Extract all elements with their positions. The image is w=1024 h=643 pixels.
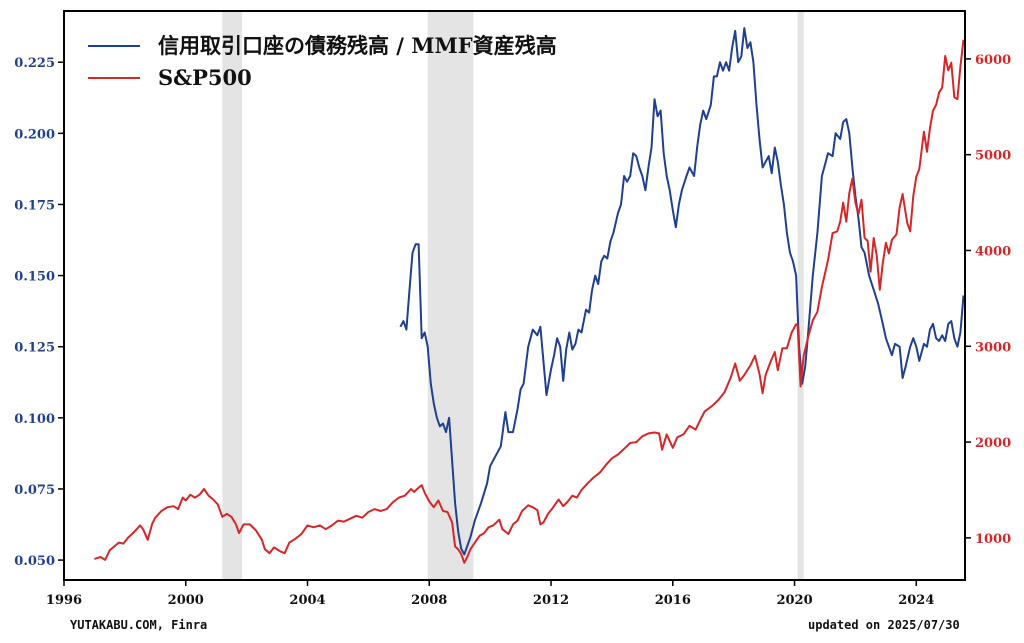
recession-band — [797, 11, 804, 580]
x-tick-label: 1996 — [46, 593, 82, 608]
left-tick-label: 0.200 — [14, 127, 55, 142]
right-tick-label: 4000 — [975, 244, 1011, 259]
footer-source: YUTAKABU.COM, Finra — [70, 618, 208, 632]
x-tick-label: 2024 — [898, 593, 934, 608]
left-tick-label: 0.225 — [14, 56, 55, 71]
x-tick-label: 2012 — [533, 593, 569, 608]
right-tick-label: 2000 — [975, 436, 1011, 451]
right-tick-label: 5000 — [975, 149, 1011, 164]
series-line-ratio — [399, 27, 965, 556]
left-tick-label: 0.125 — [14, 341, 55, 356]
x-tick-label: 2000 — [168, 593, 204, 608]
recession-band — [427, 11, 474, 580]
left-tick-label: 0.050 — [14, 554, 55, 569]
recession-band — [222, 11, 243, 580]
legend: 信用取引口座の債務残高 / MMF資産残高 S&P500 — [88, 33, 557, 90]
left-tick-label: 0.175 — [14, 198, 55, 213]
x-tick-label: 2016 — [655, 593, 691, 608]
right-tick-label: 6000 — [975, 53, 1011, 68]
left-axis: 0.050 0.075 0.100 0.125 0.150 0.175 0.200 0.225 — [14, 56, 64, 569]
right-tick-label: 3000 — [975, 340, 1011, 355]
right-tick-label: 1000 — [975, 532, 1011, 547]
series-lines-group — [94, 27, 965, 564]
left-tick-label: 0.150 — [14, 270, 55, 285]
plot-frame — [63, 10, 966, 581]
x-tick-label: 2008 — [411, 593, 447, 608]
series-line-sp500 — [94, 39, 965, 564]
recession-shading-group — [222, 11, 804, 580]
x-tick-label: 2020 — [776, 593, 812, 608]
left-tick-label: 0.100 — [14, 412, 55, 427]
legend-label-sp500: S&P500 — [158, 65, 252, 90]
x-axis: 1996 2000 2004 2008 2012 2016 2020 2024 — [46, 580, 934, 608]
footer-updated: updated on 2025/07/30 — [808, 618, 960, 632]
x-tick-label: 2004 — [289, 593, 325, 608]
legend-label-ratio: 信用取引口座の債務残高 / MMF資産残高 — [158, 33, 557, 58]
right-axis: 1000 2000 3000 4000 5000 6000 — [965, 53, 1011, 547]
left-tick-label: 0.075 — [14, 483, 55, 498]
